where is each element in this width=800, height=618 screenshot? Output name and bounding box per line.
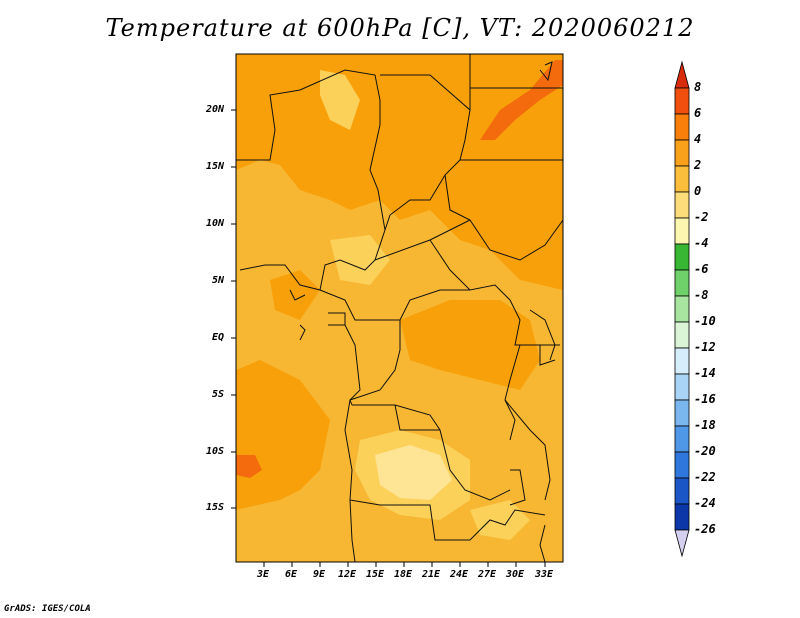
colorbar-label: 8 — [694, 80, 702, 94]
colorbar-swatch — [674, 425, 690, 453]
map-title: Temperature at 600hPa [C], VT: 202006021… — [105, 14, 695, 42]
y-tick-label: 10S — [206, 446, 225, 457]
x-tick-label: 30E — [506, 569, 525, 580]
x-tick-label: 3E — [257, 569, 270, 580]
colorbar-label: -14 — [694, 366, 716, 380]
y-tick-label: 15N — [206, 161, 225, 172]
credit-text: GrADS: IGES/COLA — [4, 604, 91, 614]
colorbar-swatch — [674, 269, 690, 297]
field-warm-southwest — [236, 360, 330, 510]
field-warm-west — [270, 270, 320, 320]
colorbar-swatch — [674, 113, 690, 141]
field-warm-central — [400, 300, 540, 390]
colorbar-swatch — [674, 399, 690, 427]
x-tick-label: 9E — [313, 569, 326, 580]
colorbar-swatch — [674, 347, 690, 375]
colorbar-label: -26 — [694, 522, 716, 536]
colorbar-swatch — [674, 139, 690, 167]
field-coolest-south — [375, 445, 452, 500]
colorbar-label: -20 — [694, 444, 716, 458]
field-warm-north — [236, 54, 563, 290]
colorbar-swatch — [674, 477, 690, 505]
colorbar-swatch — [674, 217, 690, 245]
colorbar-label: -18 — [694, 418, 716, 432]
x-tick-label: 12E — [338, 569, 357, 580]
colorbar-swatch — [674, 451, 690, 479]
colorbar-swatch — [674, 373, 690, 401]
colorbar-label: -22 — [694, 470, 716, 484]
colorbar-swatch — [674, 321, 690, 349]
colorbar-label: -24 — [694, 496, 716, 510]
colorbar-swatch — [674, 191, 690, 219]
colorbar-swatch — [674, 87, 690, 115]
x-tick-label: 15E — [366, 569, 385, 580]
y-tick-label: 5N — [212, 275, 225, 286]
colorbar-label: 6 — [694, 106, 702, 120]
x-tick-label: 21E — [422, 569, 441, 580]
colorbar-label: -8 — [694, 288, 709, 302]
colorbar-label: -16 — [694, 392, 716, 406]
country-borders — [236, 54, 563, 562]
colorbar-swatch — [674, 295, 690, 323]
colorbar-label: 0 — [694, 184, 702, 198]
x-tick-label: 27E — [478, 569, 497, 580]
x-tick-label: 6E — [285, 569, 298, 580]
y-tick-marks — [231, 109, 236, 509]
y-tick-label: 5S — [212, 389, 225, 400]
x-tick-label: 33E — [535, 569, 554, 580]
x-tick-label: 24E — [450, 569, 469, 580]
colorbar-label: -10 — [694, 314, 716, 328]
y-tick-label: 15S — [206, 502, 225, 513]
x-tick-marks — [263, 562, 546, 567]
map-frame — [235, 53, 564, 563]
colorbar-swatch — [674, 165, 690, 193]
colorbar-label: -6 — [694, 262, 709, 276]
field-cool-center — [330, 235, 390, 285]
colorbar-label: -4 — [694, 236, 709, 250]
field-hot-northeast — [480, 60, 563, 140]
temperature-field — [236, 54, 563, 562]
colorbar-label: -2 — [694, 210, 709, 224]
x-tick-label: 18E — [394, 569, 413, 580]
colorbar-label: 2 — [694, 158, 702, 172]
colorbar-swatch — [674, 503, 690, 531]
colorbar-swatch — [674, 243, 690, 271]
y-tick-label: 10N — [206, 218, 225, 229]
field-hot-southwest — [236, 455, 262, 478]
y-tick-label: 20N — [206, 104, 225, 115]
field-cool-north — [320, 70, 360, 130]
colorbar-arrow-top — [674, 60, 690, 89]
y-tick-label: EQ — [212, 332, 225, 343]
colorbar — [674, 60, 690, 558]
colorbar-label: -12 — [694, 340, 716, 354]
colorbar-label: 4 — [694, 132, 702, 146]
colorbar-arrow-bottom — [674, 529, 690, 558]
